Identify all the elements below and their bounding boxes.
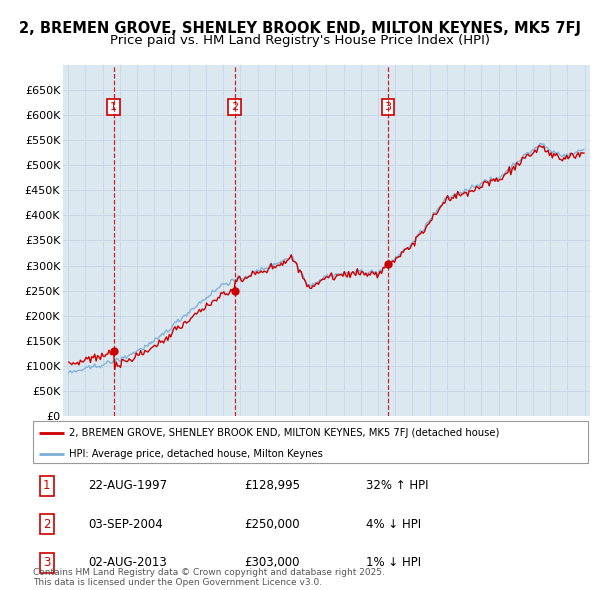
Text: Contains HM Land Registry data © Crown copyright and database right 2025.
This d: Contains HM Land Registry data © Crown c… [33, 568, 385, 587]
Text: 1: 1 [110, 102, 117, 112]
Text: Price paid vs. HM Land Registry's House Price Index (HPI): Price paid vs. HM Land Registry's House … [110, 34, 490, 47]
Text: 3: 3 [43, 556, 50, 569]
Text: 03-SEP-2004: 03-SEP-2004 [89, 517, 163, 531]
Text: 22-AUG-1997: 22-AUG-1997 [89, 479, 167, 493]
Text: 2, BREMEN GROVE, SHENLEY BROOK END, MILTON KEYNES, MK5 7FJ: 2, BREMEN GROVE, SHENLEY BROOK END, MILT… [19, 21, 581, 35]
Text: 2, BREMEN GROVE, SHENLEY BROOK END, MILTON KEYNES, MK5 7FJ (detached house): 2, BREMEN GROVE, SHENLEY BROOK END, MILT… [69, 428, 499, 438]
Text: £250,000: £250,000 [244, 517, 299, 531]
Text: 2: 2 [43, 517, 50, 531]
Text: 3: 3 [385, 102, 392, 112]
Text: 1% ↓ HPI: 1% ↓ HPI [366, 556, 421, 569]
Text: 32% ↑ HPI: 32% ↑ HPI [366, 479, 428, 493]
Text: 1: 1 [43, 479, 50, 493]
Text: HPI: Average price, detached house, Milton Keynes: HPI: Average price, detached house, Milt… [69, 449, 323, 459]
Text: £303,000: £303,000 [244, 556, 299, 569]
Text: 4% ↓ HPI: 4% ↓ HPI [366, 517, 421, 531]
Text: 2: 2 [231, 102, 238, 112]
Text: 02-AUG-2013: 02-AUG-2013 [89, 556, 167, 569]
Text: £128,995: £128,995 [244, 479, 300, 493]
